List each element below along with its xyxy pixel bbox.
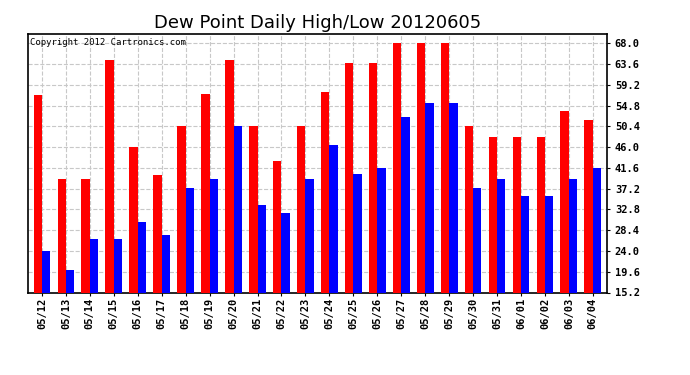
Bar: [321, 92, 329, 292]
Bar: [273, 161, 282, 292]
Bar: [306, 179, 314, 292]
Bar: [560, 111, 569, 292]
Bar: [161, 235, 170, 292]
Bar: [497, 179, 505, 292]
Bar: [201, 94, 210, 292]
Title: Dew Point Daily High/Low 20120605: Dew Point Daily High/Low 20120605: [154, 14, 481, 32]
Bar: [593, 168, 601, 292]
Bar: [153, 176, 161, 292]
Bar: [369, 63, 377, 292]
Bar: [513, 136, 521, 292]
Bar: [584, 120, 593, 292]
Bar: [353, 174, 362, 292]
Bar: [177, 126, 186, 292]
Bar: [282, 213, 290, 292]
Bar: [186, 188, 194, 292]
Bar: [249, 126, 257, 292]
Bar: [234, 126, 242, 292]
Bar: [34, 95, 42, 292]
Bar: [377, 168, 386, 292]
Bar: [66, 270, 75, 292]
Bar: [138, 222, 146, 292]
Bar: [441, 43, 449, 292]
Bar: [521, 196, 529, 292]
Bar: [42, 251, 50, 292]
Bar: [473, 188, 482, 292]
Bar: [90, 238, 98, 292]
Bar: [225, 60, 234, 292]
Bar: [393, 43, 401, 292]
Bar: [345, 63, 353, 292]
Bar: [329, 145, 338, 292]
Bar: [537, 136, 545, 292]
Bar: [417, 43, 425, 292]
Bar: [57, 179, 66, 292]
Bar: [130, 147, 138, 292]
Bar: [425, 103, 433, 292]
Bar: [401, 117, 410, 292]
Bar: [545, 196, 553, 292]
Bar: [569, 179, 578, 292]
Bar: [489, 136, 497, 292]
Bar: [297, 126, 306, 292]
Bar: [257, 205, 266, 292]
Bar: [449, 103, 457, 292]
Bar: [81, 179, 90, 292]
Bar: [114, 238, 122, 292]
Bar: [106, 60, 114, 292]
Bar: [210, 179, 218, 292]
Text: Copyright 2012 Cartronics.com: Copyright 2012 Cartronics.com: [30, 38, 186, 46]
Bar: [464, 126, 473, 292]
